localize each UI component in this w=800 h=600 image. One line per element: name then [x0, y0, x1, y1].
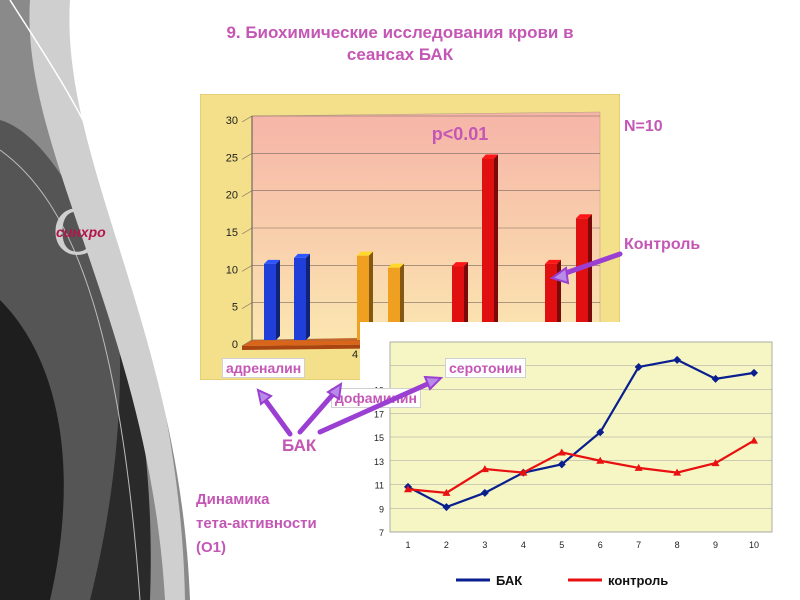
data-point — [557, 460, 566, 469]
data-point — [404, 485, 412, 493]
bar-top — [545, 259, 561, 264]
data-point — [750, 436, 758, 444]
data-point — [596, 456, 605, 464]
bar — [357, 255, 369, 340]
bar-top — [357, 251, 373, 256]
y-tick-label: 30 — [226, 115, 238, 127]
bar-side — [306, 253, 310, 340]
data-point — [480, 488, 489, 497]
x-tick-label: 4 — [352, 349, 358, 361]
gridline-side — [241, 339, 253, 347]
synchro-logo: С синхро — [52, 202, 112, 270]
bar-side — [494, 154, 498, 340]
gridline-side — [241, 227, 253, 235]
y-tick-label: 15 — [226, 227, 238, 239]
bar — [482, 158, 494, 340]
x-tick-label: 6 — [598, 540, 603, 550]
data-point — [480, 465, 489, 473]
series-line — [407, 439, 755, 494]
bar — [264, 263, 276, 340]
bar — [388, 267, 400, 340]
arrowhead-adrenalin — [256, 388, 273, 406]
dopamine-label: дофаминин — [331, 388, 421, 408]
x-tick-label: 2 — [444, 540, 449, 550]
dynamics-caption: Динамика тета-активности (О1) — [196, 488, 317, 560]
data-point — [634, 362, 643, 371]
bar-side — [276, 259, 280, 340]
bar-top — [294, 253, 310, 258]
series-line — [407, 358, 755, 509]
data-point — [442, 503, 451, 512]
gridline-side — [241, 153, 253, 160]
dynamics-line-3: (О1) — [196, 539, 226, 556]
bar-top — [482, 154, 498, 159]
arrow-bak-adrenalin — [260, 394, 293, 437]
line-chart: 79111315171912345678910БАКконтроль — [360, 322, 790, 600]
bar-side — [464, 262, 468, 340]
x-tick-label: 5 — [559, 540, 564, 550]
y-tick-label: 13 — [374, 457, 384, 467]
y-tick-label: 10 — [226, 264, 238, 276]
bar-side — [369, 251, 373, 340]
y-tick-label: 0 — [232, 339, 238, 351]
bar-side — [400, 263, 404, 340]
data-point — [519, 468, 528, 476]
bar-top — [264, 259, 280, 264]
legend-label: контроль — [608, 573, 668, 588]
y-tick-label: 7 — [379, 528, 384, 538]
data-point — [673, 468, 682, 476]
x-tick-label: 9 — [713, 540, 718, 550]
y-tick-label: 17 — [374, 409, 384, 419]
bar — [294, 257, 306, 340]
control-label: Контроль — [624, 236, 701, 253]
data-point — [673, 355, 682, 364]
arrow-bak-dopamine — [297, 389, 338, 435]
dynamics-line-1: Динамика — [196, 491, 270, 508]
bar-top — [576, 214, 592, 219]
y-tick-label: 20 — [226, 190, 238, 202]
bar-top — [388, 263, 404, 268]
dynamics-line-2: тета-активности — [196, 515, 317, 532]
bar — [452, 266, 464, 340]
bar — [576, 218, 588, 340]
y-tick-label: 25 — [226, 152, 238, 164]
data-point — [634, 463, 643, 471]
gridline-side — [241, 265, 253, 272]
data-point — [442, 488, 451, 496]
logo-text: синхро — [56, 224, 106, 240]
data-point — [711, 459, 720, 467]
slide-title: 9. Биохимические исследования крови в се… — [226, 23, 574, 64]
x-tick-label: 1 — [405, 540, 410, 550]
x-tick-label: 8 — [675, 540, 680, 550]
x-tick-label: 10 — [749, 540, 759, 550]
gridline-side — [241, 190, 253, 197]
x-tick-label: 4 — [521, 540, 526, 550]
data-point — [596, 428, 605, 437]
x-tick-label: 3 — [482, 540, 487, 550]
adrenalin-label: адреналин — [222, 358, 306, 378]
logo-letter: С — [52, 196, 100, 269]
p-value-annotation: p<0.01 — [432, 124, 489, 144]
y-tick-label: 5 — [232, 302, 238, 314]
decorative-wave-sidebar — [0, 0, 200, 600]
gridline-side — [241, 302, 253, 309]
data-point — [557, 448, 566, 456]
y-tick-label: 11 — [375, 481, 384, 491]
y-tick-label: 15 — [374, 433, 384, 443]
data-point — [750, 368, 758, 377]
gridline-side — [241, 115, 253, 123]
x-tick-label: 7 — [636, 540, 641, 550]
legend-label: БАК — [496, 573, 522, 588]
serotonin-label: серотонин — [445, 358, 527, 378]
bar-top — [452, 262, 468, 267]
sample-size-label: N=10 — [624, 118, 663, 135]
bak-label: БАК — [282, 436, 317, 455]
data-point — [711, 374, 720, 383]
y-tick-label: 9 — [379, 504, 384, 514]
